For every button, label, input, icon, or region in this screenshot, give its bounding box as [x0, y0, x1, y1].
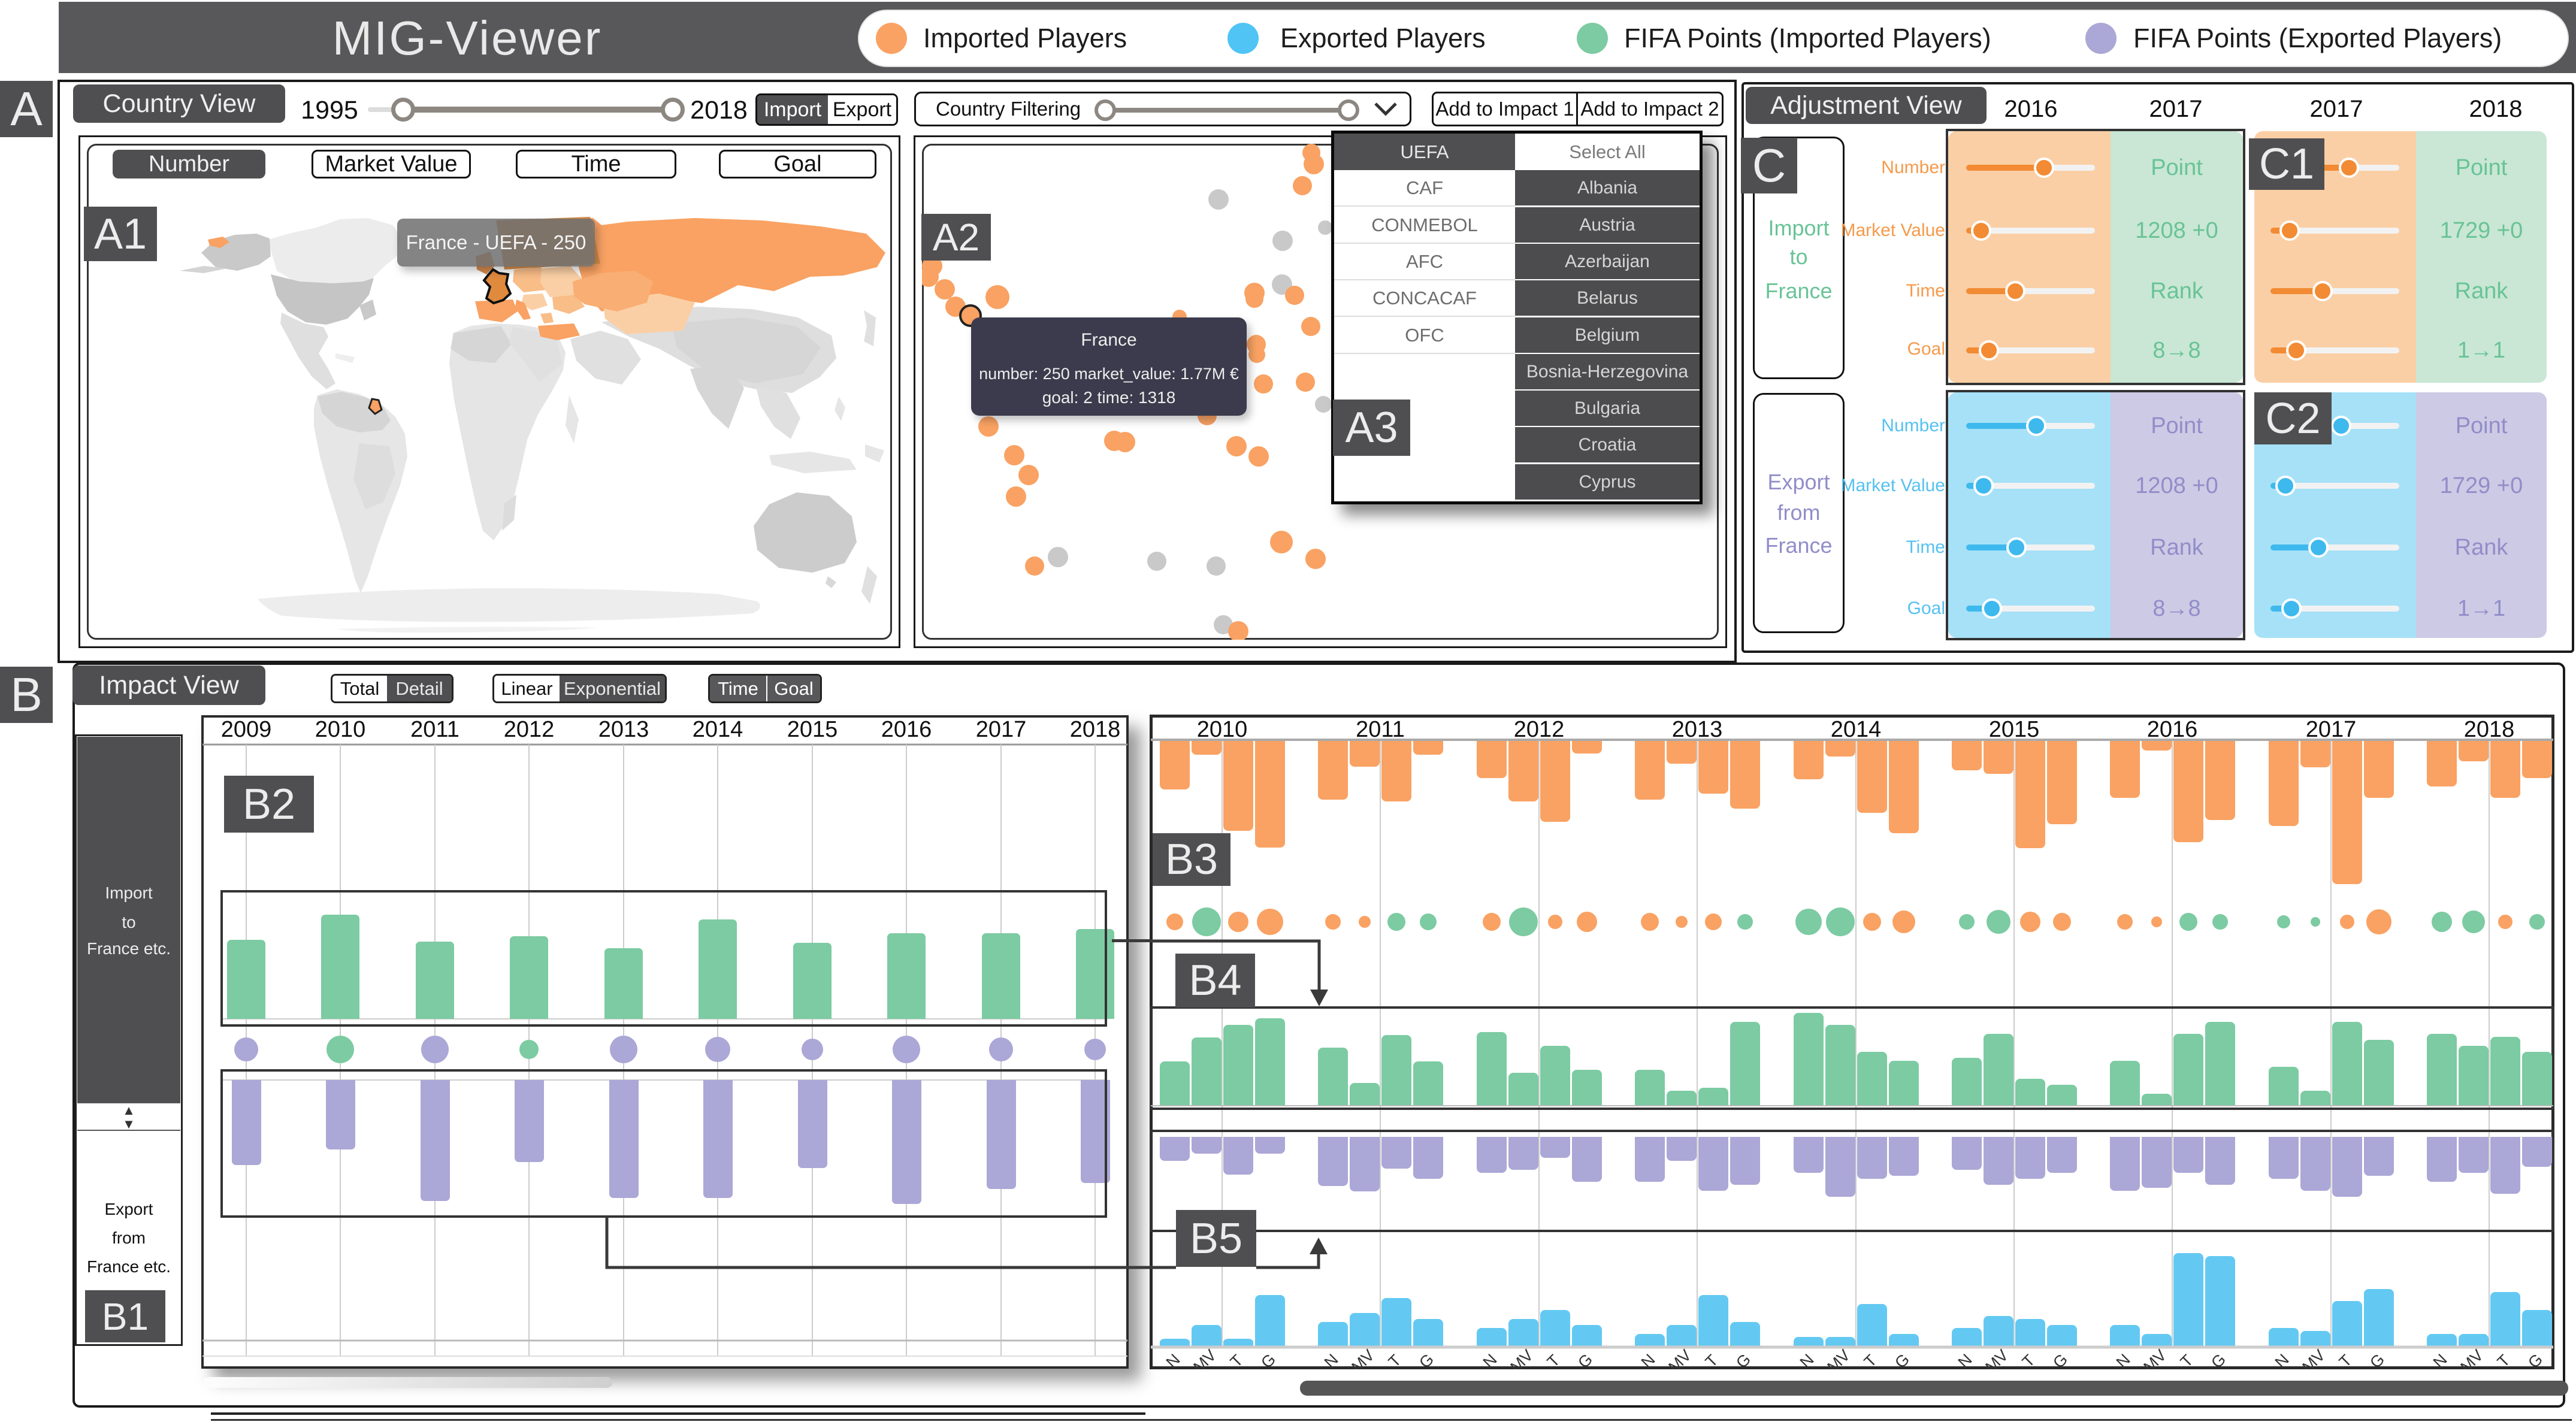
svg-text:N: N [2430, 1351, 2451, 1369]
svg-text:G: G [1733, 1350, 1754, 1369]
svg-text:G: G [2049, 1350, 2071, 1369]
svg-text:2010: 2010 [315, 717, 366, 742]
svg-text:MV: MV [1982, 1346, 2012, 1369]
svg-text:2018: 2018 [2464, 717, 2515, 742]
svg-text:T: T [1227, 1351, 1247, 1369]
svg-text:T: T [2177, 1351, 2197, 1369]
svg-text:2014: 2014 [693, 717, 743, 742]
svg-text:2017: 2017 [976, 717, 1027, 742]
svg-text:MV: MV [2299, 1346, 2329, 1369]
svg-text:2017: 2017 [2306, 717, 2357, 742]
svg-text:N: N [1480, 1351, 1501, 1369]
svg-text:T: T [1544, 1351, 1564, 1369]
svg-text:N: N [2113, 1351, 2134, 1369]
svg-text:2013: 2013 [1672, 717, 1723, 742]
svg-text:T: T [2019, 1351, 2039, 1369]
svg-text:2015: 2015 [1989, 717, 2040, 742]
svg-text:2011: 2011 [410, 717, 459, 742]
svg-text:2015: 2015 [787, 717, 838, 742]
svg-text:2013: 2013 [598, 717, 649, 742]
svg-text:N: N [1163, 1351, 1184, 1369]
svg-text:G: G [2366, 1350, 2388, 1369]
svg-text:G: G [1574, 1350, 1596, 1369]
svg-text:2012: 2012 [1514, 717, 1565, 742]
svg-text:2016: 2016 [881, 717, 932, 742]
svg-text:N: N [1955, 1351, 1976, 1369]
svg-text:2012: 2012 [504, 717, 555, 742]
svg-text:MV: MV [1348, 1346, 1378, 1369]
svg-text:MV: MV [1507, 1346, 1537, 1369]
svg-text:G: G [1416, 1350, 1437, 1369]
svg-text:N: N [1797, 1351, 1818, 1369]
svg-text:G: G [1257, 1350, 1279, 1369]
svg-text:T: T [1861, 1351, 1880, 1369]
svg-text:2011: 2011 [1356, 717, 1405, 742]
svg-text:MV: MV [1824, 1346, 1854, 1369]
svg-text:2018: 2018 [1070, 717, 1121, 742]
svg-text:T: T [2494, 1351, 2514, 1369]
svg-text:T: T [1385, 1351, 1405, 1369]
svg-text:G: G [2208, 1350, 2229, 1369]
svg-text:MV: MV [1190, 1346, 1220, 1369]
svg-text:N: N [2272, 1351, 2293, 1369]
svg-text:2014: 2014 [1831, 717, 1882, 742]
svg-text:2010: 2010 [1197, 717, 1248, 742]
svg-text:2009: 2009 [221, 717, 272, 742]
svg-text:G: G [1891, 1350, 1913, 1369]
svg-text:G: G [2524, 1350, 2546, 1369]
svg-text:MV: MV [2457, 1346, 2487, 1369]
svg-text:2016: 2016 [2147, 717, 2198, 742]
svg-text:T: T [2336, 1351, 2356, 1369]
svg-text:N: N [1638, 1351, 1659, 1369]
svg-text:N: N [1321, 1351, 1342, 1369]
svg-text:MV: MV [1665, 1346, 1695, 1369]
svg-text:T: T [1702, 1351, 1722, 1369]
svg-text:MV: MV [2140, 1346, 2170, 1369]
